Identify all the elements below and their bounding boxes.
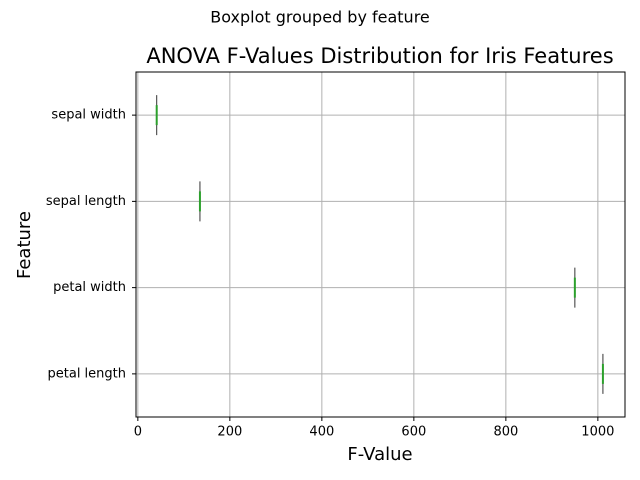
plot-frame [135,71,626,418]
y-tick-label: sepal width [51,108,126,123]
suptitle: Boxplot grouped by feature [210,8,430,27]
x-axis-label: F-Value [347,444,412,465]
x-tick-label: 0 [134,425,142,440]
chart-title: ANOVA F-Values Distribution for Iris Fea… [146,44,613,68]
y-tick-label: petal width [53,280,126,295]
x-tick-label: 600 [401,425,426,440]
x-tick-label: 1000 [581,425,614,440]
x-tick-label: 400 [309,425,334,440]
y-axis-label: Feature [14,211,35,279]
y-tick-label: petal length [48,366,127,381]
x-tick-label: 200 [217,425,242,440]
y-tick-label: sepal length [46,194,126,209]
x-tick-label: 800 [493,425,518,440]
